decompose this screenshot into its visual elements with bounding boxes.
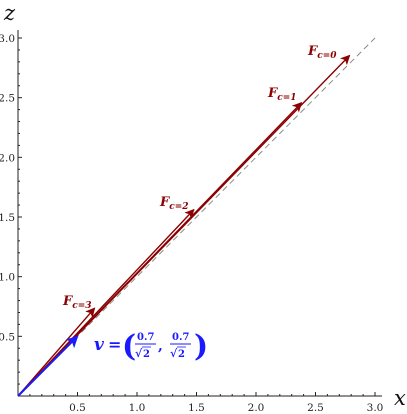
velocity-label: v = ( 0.7 √ 2 , 0.7 √ 2 ) (94, 329, 208, 364)
z-tick-label: 1.0 (0, 272, 15, 284)
force-vector-c2 (17, 208, 195, 397)
z-tick-label: 2.5 (0, 93, 15, 105)
force-label-c2: Fc=2 (159, 195, 189, 212)
z-tick-label: 1.5 (0, 212, 15, 224)
force-label-c1: Fc=1 (267, 86, 297, 103)
velocity-num2: 0.7 (172, 332, 189, 343)
force-label-c3: Fc=3 (62, 294, 92, 311)
velocity-symbol: v (94, 335, 105, 355)
velocity-comma: , (158, 338, 163, 354)
force-vector-c3 (17, 307, 96, 397)
x-tick-label: 2.0 (248, 402, 265, 414)
velocity-equals: = (108, 335, 121, 354)
velocity-sqrt1-sign: √ (135, 347, 143, 360)
z-tick-label: 0.5 (0, 331, 15, 343)
x-axis-title: x (394, 386, 406, 410)
x-tick-label: 1.0 (129, 402, 146, 414)
z-axis-title: z (3, 1, 16, 25)
velocity-vector (17, 335, 79, 397)
velocity-num1: 0.7 (137, 332, 154, 343)
velocity-den2: 2 (178, 349, 185, 360)
x-tick-label: 1.5 (188, 402, 205, 414)
x-tick-label: 3.0 (367, 402, 384, 414)
force-vector-c1 (17, 102, 303, 397)
force-label-c0: Fc=0 (307, 44, 337, 61)
velocity-sqrt2-sign: √ (170, 347, 178, 360)
x-tick-label: 0.5 (69, 402, 86, 414)
velocity-open-paren: ( (122, 329, 136, 364)
velocity-close-paren: ) (194, 329, 208, 364)
z-tick-label: 3.0 (0, 33, 15, 45)
x-tick-label: 2.5 (307, 402, 324, 414)
velocity-den1: 2 (143, 349, 150, 360)
z-tick-label: 2.0 (0, 152, 15, 164)
